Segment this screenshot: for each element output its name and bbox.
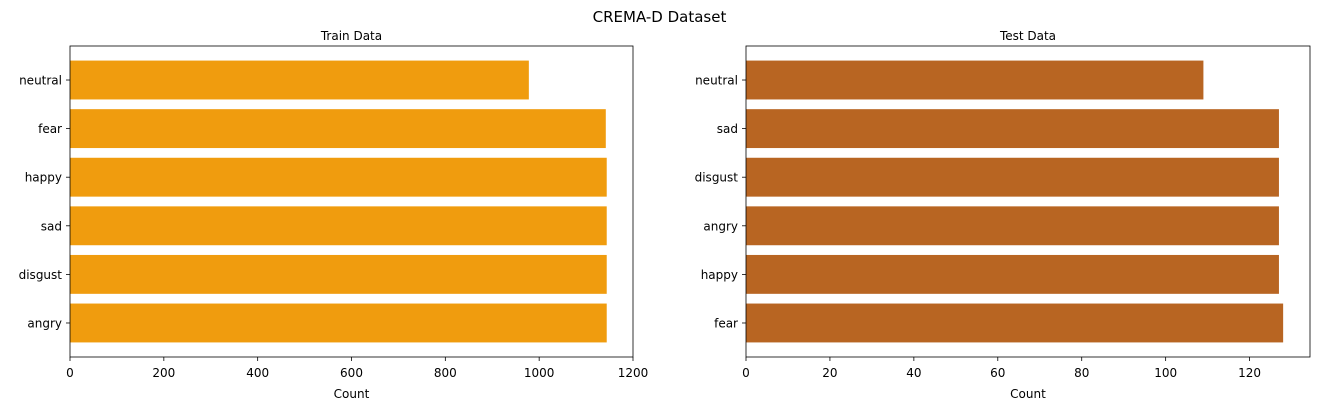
bar-happy	[746, 254, 1279, 294]
axes-frame	[745, 45, 1311, 358]
x-axis-label: Count	[334, 387, 370, 401]
bar-angry	[746, 206, 1279, 246]
y-tick-label-sad: sad	[717, 122, 738, 136]
subplot-title: Train Data	[320, 29, 382, 43]
y-tick-label-happy: happy	[25, 171, 62, 185]
x-tick-label: 400	[246, 366, 269, 380]
x-tick-label: 20	[822, 366, 837, 380]
bar-fear	[746, 303, 1284, 343]
x-axis-label: Count	[1010, 387, 1046, 401]
y-tick-label-angry: angry	[703, 219, 738, 233]
x-tick-label: 80	[1074, 366, 1089, 380]
x-tick-label: 600	[340, 366, 363, 380]
bar-neutral	[70, 60, 529, 100]
subplot-title: Test Data	[999, 29, 1056, 43]
figure-title: CREMA-D Dataset	[592, 8, 727, 26]
bar-angry	[70, 303, 607, 343]
x-tick-label: 200	[152, 366, 175, 380]
bar-neutral	[746, 60, 1204, 100]
y-tick-label-disgust: disgust	[19, 268, 63, 282]
bar-disgust	[746, 157, 1279, 197]
x-tick-label: 0	[66, 366, 74, 380]
axes-frame	[69, 45, 634, 358]
y-tick-label-disgust: disgust	[695, 171, 739, 185]
bar-happy	[70, 157, 607, 197]
y-tick-label-happy: happy	[701, 268, 738, 282]
train-data-panel: angry disgust sad happy fear neutral 0 200 400 60…	[19, 29, 649, 401]
y-tick-label-fear: fear	[38, 122, 62, 136]
x-tick-label: 100	[1154, 366, 1177, 380]
x-tick-label: 800	[434, 366, 457, 380]
bar-sad	[746, 109, 1279, 149]
x-tick-label: 40	[906, 366, 921, 380]
x-tick-label: 0	[742, 366, 750, 380]
y-tick-label-angry: angry	[27, 316, 62, 330]
x-tick-label: 1200	[618, 366, 649, 380]
x-tick-label: 1000	[524, 366, 555, 380]
y-tick-label-sad: sad	[41, 219, 62, 233]
y-tick-label-neutral: neutral	[695, 74, 738, 88]
bar-sad	[70, 206, 607, 246]
test-data-panel: fear happy angry disgust sad neutral 0 20 40 60 80…	[695, 29, 1311, 401]
x-tick-label: 60	[990, 366, 1005, 380]
y-tick-label-neutral: neutral	[19, 74, 62, 88]
x-tick-label: 120	[1238, 366, 1261, 380]
y-tick-label-fear: fear	[714, 316, 738, 330]
bar-disgust	[70, 254, 607, 294]
bar-fear	[70, 109, 606, 149]
